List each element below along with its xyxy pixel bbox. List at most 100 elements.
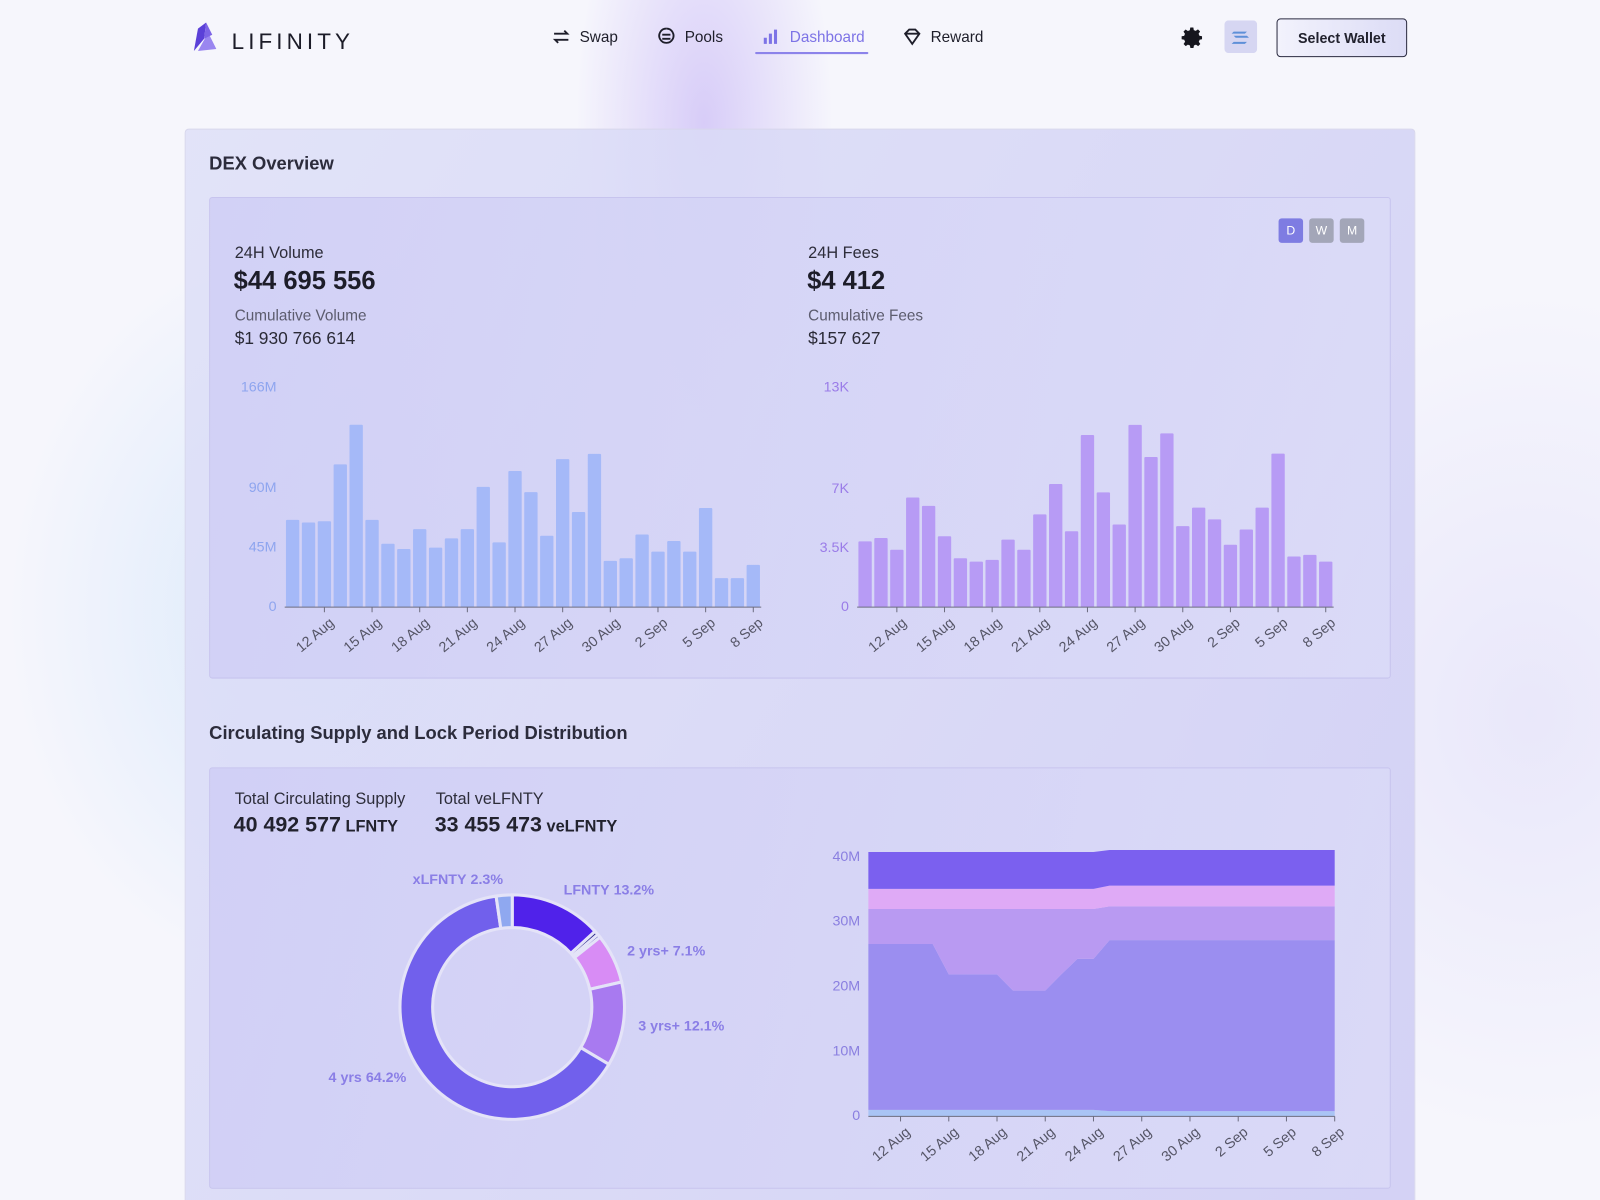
bar [1033, 514, 1047, 608]
nav-icon [763, 29, 778, 44]
stat-label: Total Circulating Supply [234, 790, 406, 809]
bar [985, 559, 999, 608]
stat-value: $4 412 [807, 266, 886, 295]
x-tick-label: 21 Aug [1014, 1124, 1058, 1165]
x-tick-label: 30 Aug [1159, 1124, 1203, 1165]
slice-value: 64.2% [366, 1070, 407, 1086]
stat-value: $157 627 [808, 328, 881, 348]
y-tick-label: 0 [852, 1108, 860, 1124]
slice-value: 13.2% [614, 882, 655, 898]
slice-name: 3 yrs+ [638, 1018, 680, 1034]
bar [906, 497, 920, 608]
x-tick-label: 12 Aug [866, 615, 910, 656]
bar [285, 519, 300, 608]
slice-name: 4 yrs [329, 1070, 362, 1086]
nav-item[interactable]: Swap [551, 27, 618, 47]
bar [969, 561, 983, 608]
period-button[interactable]: D [1278, 218, 1304, 243]
stat-label: Cumulative Volume [234, 307, 367, 325]
bar [1271, 453, 1285, 608]
slice-label: 3 yrs+ 12.1% [638, 1018, 724, 1034]
period-button[interactable]: M [1339, 218, 1365, 243]
slice-value: 7.1% [673, 944, 706, 960]
x-tick-label: 21 Aug [1009, 615, 1053, 656]
y-tick-label: 7K [832, 481, 850, 497]
icon-shape [658, 27, 675, 44]
bar [1303, 554, 1317, 608]
x-tick-label: 15 Aug [913, 615, 957, 656]
area-layer [868, 940, 1335, 1112]
select-wallet-button[interactable]: Select Wallet [1276, 18, 1408, 58]
settings-icon[interactable] [1181, 26, 1205, 50]
x-tick-label: 5 Sep [680, 615, 719, 651]
bar [1191, 507, 1206, 608]
bar [524, 492, 538, 608]
bar [1001, 539, 1015, 608]
bar [444, 538, 459, 608]
stat-value: $44 695 556 [233, 266, 376, 295]
bar [349, 424, 363, 608]
y-tick-label: 3.5K [820, 540, 850, 556]
bar [746, 564, 760, 608]
bar [492, 542, 506, 608]
bar [1160, 433, 1174, 608]
stat-label: Total veLFNTY [435, 790, 544, 809]
bar [1144, 456, 1158, 608]
bar [381, 543, 395, 608]
y-tick-label: 0 [841, 599, 849, 615]
bar [1255, 507, 1269, 608]
nav-item[interactable]: Pools [656, 27, 723, 47]
bar [953, 558, 968, 608]
bar [460, 529, 475, 608]
bar [1080, 435, 1095, 608]
x-tick-label: 30 Aug [579, 615, 623, 656]
section-title: Circulating Supply and Lock Period Distr… [209, 722, 628, 743]
nav-label: Pools [684, 28, 723, 46]
y-tick-label: 0 [269, 599, 277, 615]
x-tick-label: 24 Aug [1062, 1124, 1106, 1165]
stat-label: 24H Fees [808, 244, 879, 263]
bar [890, 549, 904, 608]
nav-label: Reward [930, 28, 984, 46]
bar [874, 537, 888, 608]
y-tick-label: 90M [249, 480, 277, 496]
y-tick-label: 13K [824, 380, 850, 396]
x-tick-label: 24 Aug [1056, 615, 1100, 656]
y-tick-label: 30M [832, 914, 860, 930]
slice-label: 2 yrs+ 7.1% [627, 944, 705, 960]
stat-label: 24H Volume [234, 244, 324, 263]
bar [1207, 519, 1222, 608]
slice-label: xLFNTY 2.3% [413, 872, 504, 888]
bar [571, 511, 586, 608]
slice-name: xLFNTY [413, 872, 467, 888]
x-tick-label: 18 Aug [961, 615, 1005, 656]
x-tick-label: 12 Aug [293, 615, 337, 656]
slice-value: 12.1% [684, 1018, 725, 1034]
bar [555, 459, 570, 608]
bar [667, 541, 681, 608]
x-tick-label: 12 Aug [869, 1124, 913, 1165]
stat-value: 33 455 473 [434, 813, 542, 837]
x-tick-label: 21 Aug [436, 615, 480, 656]
nav-label: Dashboard [789, 28, 865, 46]
area-layer [868, 1109, 1335, 1117]
slice-value: 2.3% [471, 872, 504, 888]
y-tick-label: 40M [832, 849, 860, 865]
stat-value: 40 492 577 [233, 813, 341, 837]
x-tick-label: 2 Sep [1205, 615, 1244, 651]
slice-label: 4 yrs 64.2% [329, 1070, 407, 1086]
network-icon[interactable] [1224, 20, 1258, 54]
bar [698, 508, 713, 608]
stat-unit: veLFNTY [546, 818, 618, 836]
nav-label: Swap [579, 28, 618, 46]
period-button[interactable]: W [1309, 218, 1334, 243]
bar [1223, 544, 1238, 608]
nav-item[interactable]: Dashboard [755, 27, 870, 55]
stat-label: Cumulative Fees [808, 307, 924, 325]
nav-item[interactable]: Reward [902, 27, 983, 47]
bar [508, 471, 522, 608]
x-tick-label: 27 Aug [1104, 615, 1148, 656]
nav-icon [658, 27, 675, 44]
y-tick-label: 10M [832, 1043, 860, 1059]
x-tick-label: 8 Sep [1300, 615, 1339, 651]
